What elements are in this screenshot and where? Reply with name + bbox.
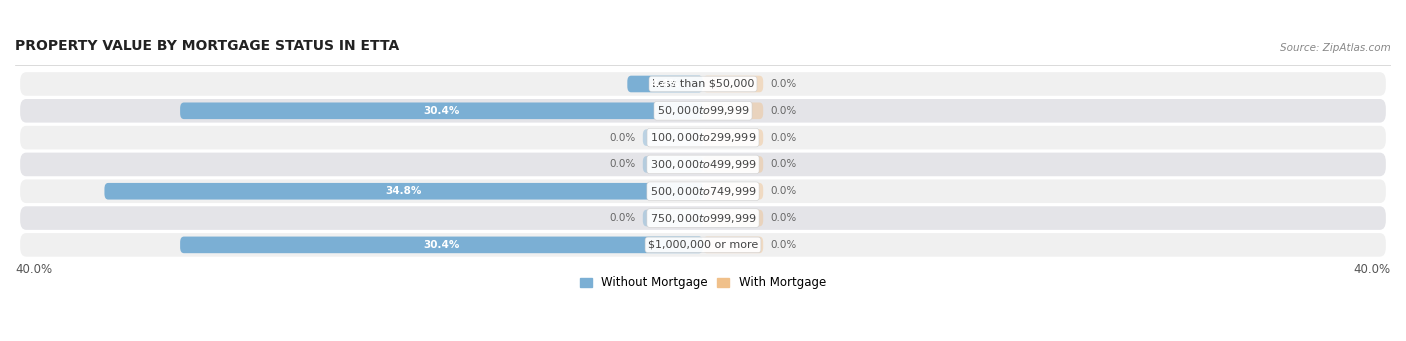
Text: $50,000 to $99,999: $50,000 to $99,999 [657, 104, 749, 117]
Text: 30.4%: 30.4% [423, 106, 460, 116]
FancyBboxPatch shape [703, 129, 763, 146]
Text: 0.0%: 0.0% [770, 240, 796, 250]
FancyBboxPatch shape [643, 210, 703, 226]
FancyBboxPatch shape [104, 183, 703, 199]
Text: 0.0%: 0.0% [770, 186, 796, 196]
Text: $1,000,000 or more: $1,000,000 or more [648, 240, 758, 250]
FancyBboxPatch shape [20, 153, 1386, 176]
Text: Less than $50,000: Less than $50,000 [652, 79, 754, 89]
Text: $100,000 to $299,999: $100,000 to $299,999 [650, 131, 756, 144]
FancyBboxPatch shape [703, 156, 763, 173]
FancyBboxPatch shape [703, 183, 763, 199]
Legend: Without Mortgage, With Mortgage: Without Mortgage, With Mortgage [575, 272, 831, 294]
FancyBboxPatch shape [20, 206, 1386, 230]
Text: Source: ZipAtlas.com: Source: ZipAtlas.com [1281, 43, 1391, 53]
Text: $750,000 to $999,999: $750,000 to $999,999 [650, 211, 756, 225]
FancyBboxPatch shape [643, 129, 703, 146]
Text: 40.0%: 40.0% [15, 263, 52, 276]
Text: $300,000 to $499,999: $300,000 to $499,999 [650, 158, 756, 171]
Text: 0.0%: 0.0% [770, 160, 796, 169]
FancyBboxPatch shape [703, 76, 763, 92]
Text: 0.0%: 0.0% [770, 106, 796, 116]
Text: 0.0%: 0.0% [610, 133, 636, 143]
Text: 0.0%: 0.0% [610, 160, 636, 169]
FancyBboxPatch shape [703, 210, 763, 226]
FancyBboxPatch shape [643, 156, 703, 173]
Text: $500,000 to $749,999: $500,000 to $749,999 [650, 185, 756, 198]
FancyBboxPatch shape [20, 233, 1386, 257]
Text: 0.0%: 0.0% [770, 79, 796, 89]
FancyBboxPatch shape [703, 103, 763, 119]
Text: PROPERTY VALUE BY MORTGAGE STATUS IN ETTA: PROPERTY VALUE BY MORTGAGE STATUS IN ETT… [15, 39, 399, 53]
Text: 34.8%: 34.8% [385, 186, 422, 196]
FancyBboxPatch shape [180, 103, 703, 119]
FancyBboxPatch shape [20, 72, 1386, 96]
Text: 0.0%: 0.0% [770, 213, 796, 223]
FancyBboxPatch shape [20, 179, 1386, 203]
FancyBboxPatch shape [20, 99, 1386, 123]
Text: 40.0%: 40.0% [1354, 263, 1391, 276]
FancyBboxPatch shape [703, 237, 763, 253]
Text: 0.0%: 0.0% [610, 213, 636, 223]
Text: 30.4%: 30.4% [423, 240, 460, 250]
Text: 4.4%: 4.4% [651, 79, 679, 89]
FancyBboxPatch shape [627, 76, 703, 92]
Text: 0.0%: 0.0% [770, 133, 796, 143]
FancyBboxPatch shape [20, 126, 1386, 149]
FancyBboxPatch shape [180, 237, 703, 253]
